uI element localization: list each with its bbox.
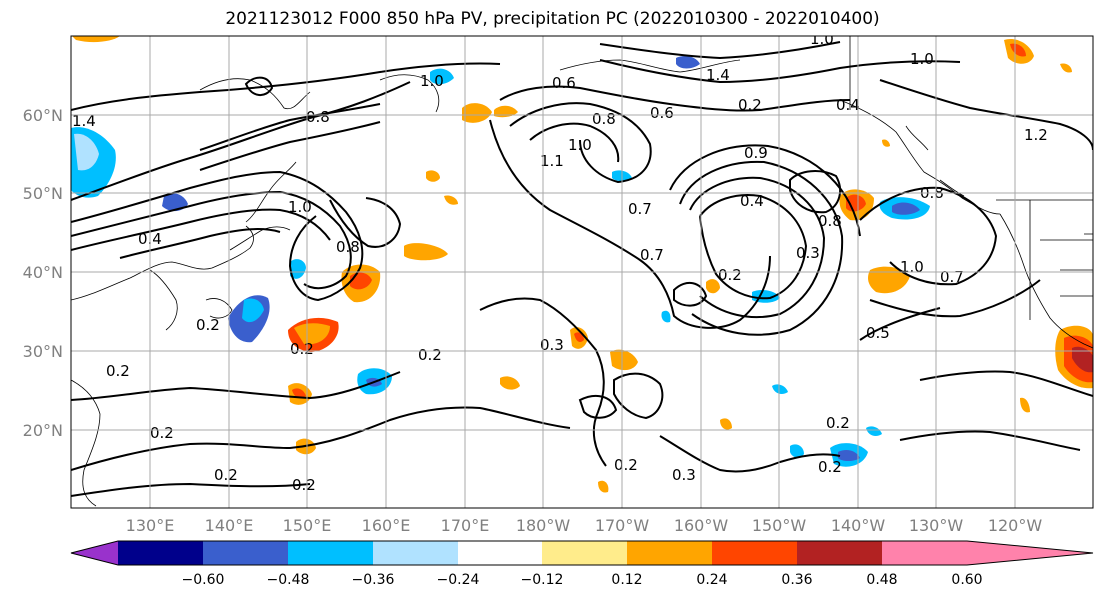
contour-label: 0.6 [650,104,674,122]
colorbar-tick-label: 0.24 [696,572,727,588]
contour-label: 1.2 [1024,126,1048,144]
colorbar-segment [797,541,882,565]
contour-label: 0.2 [290,340,314,358]
lat-label: 30°N [23,342,63,361]
contour-label: 0.3 [672,466,696,484]
colorbar-tick-label: 0.48 [866,572,897,588]
contour-label: 0.2 [292,476,316,494]
colorbar-segment [373,541,458,565]
colorbar-outline [70,540,1094,566]
contour-label: 0.2 [818,458,842,476]
lon-label: 120°W [988,516,1043,535]
lat-label: 20°N [23,421,63,440]
contour-label: 0.5 [866,324,890,342]
contour-label: 0.2 [738,96,762,114]
contour-label: 0.2 [196,316,220,334]
colorbar-segment [458,541,542,565]
contour-label: 0.7 [628,200,652,218]
colorbar-segment [288,541,373,565]
contour-label: 0.2 [214,466,238,484]
colorbar-segment [627,541,712,565]
contour-label: 1.4 [72,112,96,130]
contour-label: 1.0 [810,30,834,48]
contour-label: 0.8 [592,110,616,128]
lon-label: 180°W [516,516,571,535]
contour-label: 0.6 [552,74,576,92]
contour-label: 0.3 [540,336,564,354]
lon-label: 150°E [283,516,332,535]
contour-label: 1.1 [540,152,564,170]
contour-label: 0.2 [614,456,638,474]
contour-label: 0.4 [740,192,764,210]
lon-label: 140°E [205,516,254,535]
colorbar-tick-label: 0.36 [781,572,812,588]
latitude-labels: 60°N 50°N 40°N 30°N 20°N [23,106,63,440]
colorbar-tick-label: 0.12 [611,572,642,588]
lon-label: 140°W [831,516,886,535]
contour-label: 0.2 [106,362,130,380]
colorbar-tick-label: −0.24 [437,572,480,588]
contour-label: 0.2 [826,414,850,432]
contour-label: 0.4 [836,96,860,114]
contour-label: 1.0 [900,258,924,276]
lon-label: 130°W [909,516,964,535]
contour-label: 1.0 [568,136,592,154]
colorbar-tick-label: 0.60 [951,572,982,588]
contour-label: 0.2 [418,346,442,364]
map-title: 2021123012 F000 850 hPa PV, precipitatio… [225,9,880,29]
contour-label: 0.7 [940,268,964,286]
lat-label: 60°N [23,106,63,125]
colorbar-tick-label: −0.12 [521,572,564,588]
lon-label: 160°W [674,516,729,535]
lat-label: 50°N [23,184,63,203]
colorbar-segment [203,541,288,565]
colorbar-extend-left [71,541,118,565]
contour-label: 0.2 [718,266,742,284]
map-frame [70,35,1094,509]
colorbar-extend-right [967,541,1093,565]
contour-label: 0.8 [818,212,842,230]
contour-label: 1.0 [910,50,934,68]
contour-label: 0.3 [796,244,820,262]
lon-label: 170°E [441,516,490,535]
lat-label: 40°N [23,263,63,282]
contour-label: 0.7 [640,246,664,264]
colorbar-segment [882,541,967,565]
colorbar: −0.60 −0.48 −0.36 −0.24 −0.12 0.12 0.24 … [70,540,1094,588]
pv-contours [71,41,1093,497]
gridlines [71,36,1093,508]
lon-label: 160°E [362,516,411,535]
contour-label: 0.8 [306,108,330,126]
contour-label: 0.8 [336,238,360,256]
precipitation-shading [71,36,1093,493]
contour-label: 1.0 [288,198,312,216]
lon-label: 130°E [126,516,175,535]
contour-label: 1.4 [706,66,730,84]
contour-label: 1.0 [420,72,444,90]
lon-label: 170°W [595,516,650,535]
colorbar-tick-label: −0.48 [267,572,310,588]
colorbar-segment [542,541,627,565]
longitude-labels: 130°E 140°E 150°E 160°E 170°E 180°W 170°… [126,516,1043,535]
contour-label: 0.2 [150,424,174,442]
colorbar-segment [712,541,797,565]
colorbar-tick-label: −0.60 [182,572,225,588]
colorbar-segment [118,541,203,565]
lon-label: 150°W [752,516,807,535]
colorbar-tick-label: −0.36 [352,572,395,588]
contour-label: 0.9 [744,144,768,162]
